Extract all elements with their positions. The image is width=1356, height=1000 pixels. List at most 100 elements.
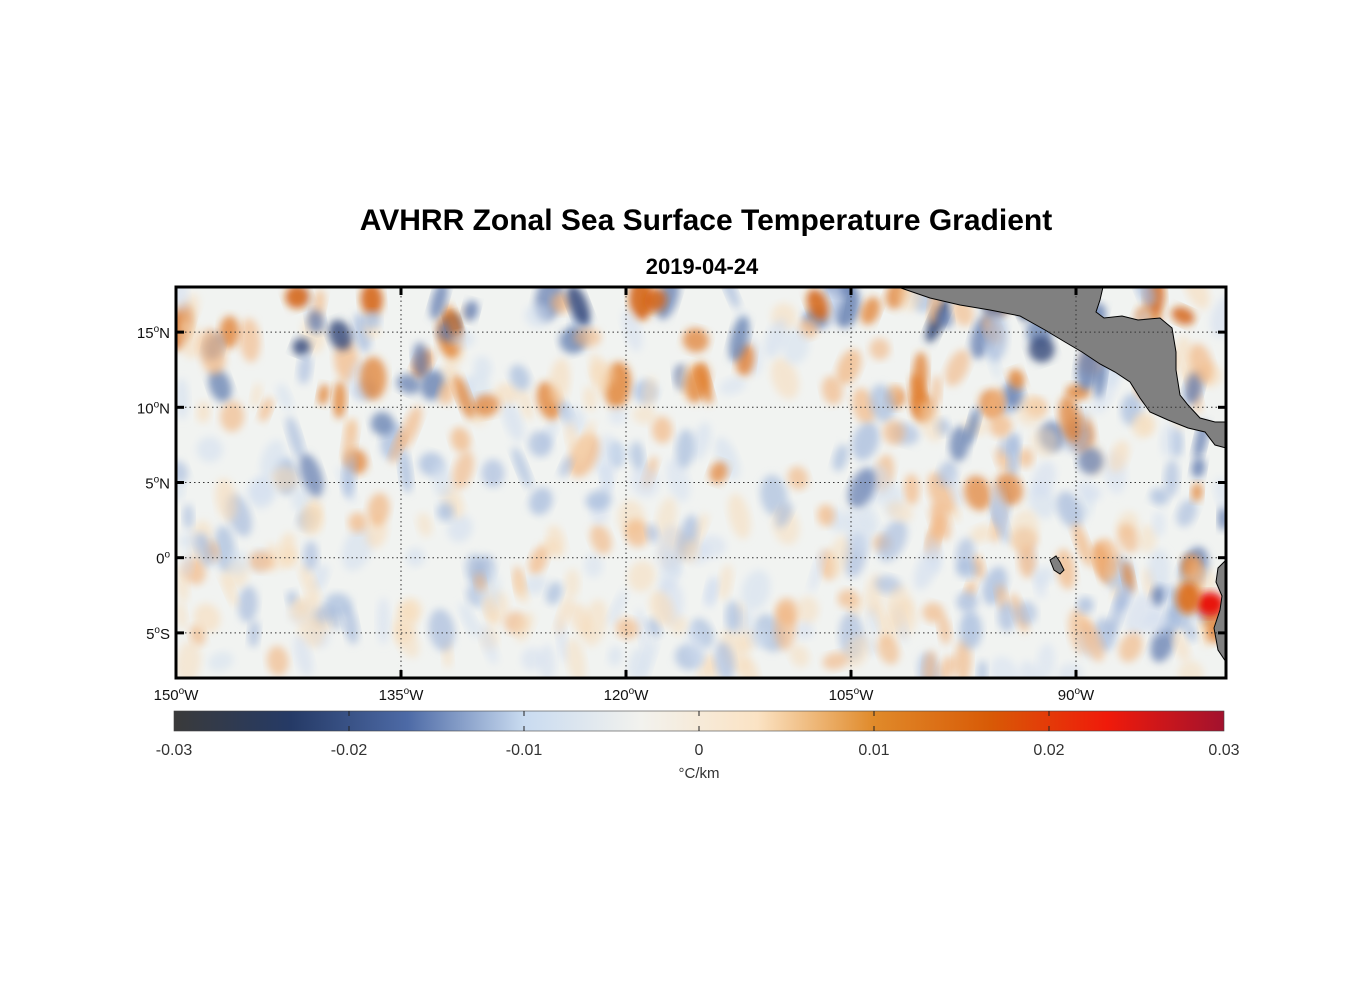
gradient-anomaly — [1055, 548, 1076, 590]
gradient-anomaly — [398, 597, 423, 622]
gradient-anomaly — [954, 639, 972, 678]
gradient-anomaly — [207, 651, 234, 672]
gradient-anomaly — [923, 650, 937, 678]
gradient-anomaly — [955, 537, 975, 571]
lon-tick-label: 90oW — [1058, 686, 1095, 704]
gradient-anomaly — [452, 450, 475, 490]
gradient-anomaly — [1036, 642, 1055, 678]
gradient-anomaly — [482, 596, 498, 625]
gradient-anomaly — [945, 349, 970, 387]
gradient-anomaly — [1016, 394, 1045, 427]
gradient-anomaly — [453, 374, 474, 420]
gradient-anomaly — [959, 611, 983, 650]
gradient-anomaly — [847, 467, 876, 509]
gradient-anomaly — [844, 634, 870, 668]
gradient-anomaly — [985, 314, 1008, 362]
gradient-anomaly — [509, 364, 531, 391]
gradient-anomaly — [628, 560, 656, 592]
gradient-anomaly — [775, 502, 793, 528]
gradient-anomaly — [918, 401, 943, 442]
colorbar-tick-label: -0.03 — [156, 742, 193, 759]
gradient-anomaly — [451, 331, 475, 349]
central-america-landmass — [897, 287, 1226, 449]
gradient-anomaly — [226, 550, 249, 575]
gradient-anomaly — [590, 524, 612, 555]
gradient-anomaly — [585, 490, 612, 511]
gradient-anomaly — [949, 425, 970, 462]
gradient-anomaly — [882, 420, 905, 445]
lat-tick-label: 0o — [156, 550, 170, 568]
gradient-anomaly — [277, 532, 296, 570]
gradient-anomaly — [774, 603, 796, 651]
gradient-anomaly — [196, 436, 223, 463]
gradient-anomaly — [937, 308, 953, 329]
gradient-anomaly — [837, 589, 859, 609]
gradient-anomaly — [681, 540, 699, 563]
gradient-anomaly — [1191, 457, 1206, 478]
gradient-anomaly — [303, 541, 319, 571]
gradient-anomaly — [450, 427, 471, 453]
gradient-anomaly — [251, 382, 262, 409]
gradient-anomaly — [267, 645, 289, 676]
gradient-anomaly — [719, 376, 747, 395]
gradient-anomaly — [555, 594, 573, 635]
gradient-anomaly — [663, 546, 682, 579]
gradient-anomaly — [176, 460, 189, 484]
gradient-anomaly — [208, 369, 232, 403]
gradient-anomaly — [376, 597, 390, 645]
gradient-anomaly — [1118, 632, 1143, 663]
gradient-anomaly — [822, 652, 848, 670]
gradient-anomaly — [285, 287, 310, 309]
gradient-anomaly — [1009, 509, 1039, 551]
gradient-anomaly — [964, 475, 992, 511]
gradient-anomaly — [675, 429, 695, 469]
gradient-anomaly — [546, 525, 566, 558]
gradient-anomaly — [559, 456, 573, 478]
gradient-anomaly — [176, 640, 201, 678]
gradient-anomaly — [931, 375, 942, 408]
gradient-anomaly — [307, 310, 325, 334]
gradient-anomaly — [219, 315, 240, 349]
colorbar-unit: °C/km — [679, 765, 720, 782]
gradient-anomaly — [459, 602, 480, 639]
gradient-anomaly — [412, 342, 429, 378]
gradient-anomaly — [714, 641, 735, 678]
gradient-anomaly — [886, 501, 914, 522]
gradient-anomaly — [632, 406, 657, 425]
gradient-anomaly — [528, 546, 548, 576]
gradient-anomaly — [643, 375, 657, 410]
gradient-hotspot — [1176, 582, 1200, 614]
gradient-anomaly — [630, 440, 645, 472]
colorbar-tick-label: -0.02 — [331, 742, 368, 759]
gradient-anomaly — [770, 357, 799, 400]
gradient-anomaly — [463, 300, 479, 322]
gradient-anomaly — [521, 647, 544, 671]
gradient-anomaly — [317, 384, 330, 406]
gradient-anomaly — [1134, 287, 1157, 307]
gradient-hotspot — [1196, 592, 1224, 616]
colorbar-tick-label: 0.02 — [1033, 742, 1064, 759]
gradient-anomaly — [945, 472, 964, 508]
gradient-anomaly — [686, 624, 706, 667]
gradient-field — [176, 287, 1226, 678]
gradient-anomaly — [1033, 566, 1055, 585]
gradient-anomaly — [1056, 491, 1084, 529]
gradient-anomaly — [538, 644, 556, 678]
gradient-anomaly — [817, 504, 835, 527]
gradient-anomaly — [741, 569, 771, 611]
gradient-anomaly — [666, 458, 691, 503]
gradient-anomaly — [429, 287, 448, 320]
gradient-anomaly — [428, 608, 455, 652]
gradient-anomaly — [969, 524, 995, 543]
gradient-anomaly — [512, 446, 532, 489]
gradient-anomaly — [608, 589, 627, 626]
gradient-anomaly — [877, 519, 908, 562]
gradient-anomaly — [1183, 287, 1210, 310]
gradient-anomaly — [332, 381, 347, 419]
gradient-anomaly — [502, 400, 524, 442]
gradient-anomaly — [1149, 488, 1169, 506]
gradient-anomaly — [298, 615, 325, 648]
gradient-anomaly — [704, 576, 718, 606]
gradient-anomaly — [1184, 623, 1198, 642]
